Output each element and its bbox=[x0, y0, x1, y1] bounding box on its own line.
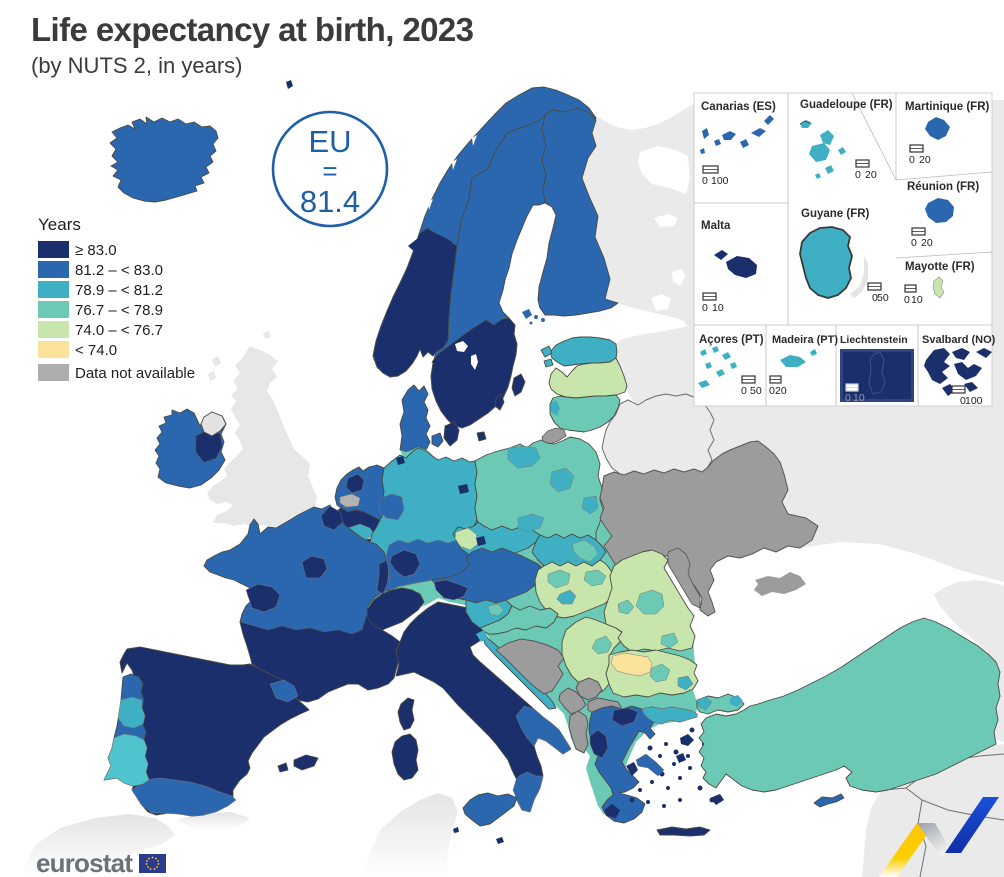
svg-text:Life expectancy at birth, 2023: Life expectancy at birth, 2023 bbox=[31, 11, 474, 48]
svg-text:81.2 – < 83.0: 81.2 – < 83.0 bbox=[75, 262, 163, 279]
svg-text:Data not available: Data not available bbox=[75, 365, 195, 382]
svg-text:< 74.0: < 74.0 bbox=[75, 342, 117, 359]
svg-text:20: 20 bbox=[865, 169, 877, 181]
svg-text:Svalbard (NO): Svalbard (NO) bbox=[922, 334, 996, 346]
svg-text:eurostat: eurostat bbox=[36, 848, 133, 877]
svg-text:0: 0 bbox=[872, 292, 878, 304]
svg-text:74.0 – < 76.7: 74.0 – < 76.7 bbox=[75, 322, 163, 339]
svg-text:100: 100 bbox=[711, 175, 729, 187]
svg-text:0: 0 bbox=[909, 154, 915, 166]
svg-text:Malta: Malta bbox=[701, 220, 731, 232]
svg-text:Açores (PT): Açores (PT) bbox=[699, 334, 764, 346]
svg-text:20: 20 bbox=[775, 385, 787, 397]
svg-text:81.4: 81.4 bbox=[300, 184, 360, 219]
svg-text:=: = bbox=[322, 156, 337, 186]
svg-text:0: 0 bbox=[960, 395, 966, 407]
svg-text:Réunion (FR): Réunion (FR) bbox=[907, 181, 979, 193]
svg-text:EU: EU bbox=[308, 124, 351, 159]
svg-text:0: 0 bbox=[769, 385, 775, 397]
svg-text:Martinique (FR): Martinique (FR) bbox=[905, 101, 989, 113]
svg-text:Madeira (PT): Madeira (PT) bbox=[772, 334, 838, 346]
svg-text:0: 0 bbox=[911, 237, 917, 249]
svg-text:Guadeloupe (FR): Guadeloupe (FR) bbox=[800, 99, 893, 111]
svg-text:50: 50 bbox=[877, 292, 889, 304]
svg-text:50: 50 bbox=[750, 385, 762, 397]
svg-text:≥ 83.0: ≥ 83.0 bbox=[75, 242, 117, 259]
svg-text:0: 0 bbox=[904, 294, 910, 306]
svg-text:Canarias (ES): Canarias (ES) bbox=[701, 101, 776, 113]
svg-text:Mayotte (FR): Mayotte (FR) bbox=[905, 261, 975, 273]
svg-text:0: 0 bbox=[702, 302, 708, 314]
svg-text:78.9 – < 81.2: 78.9 – < 81.2 bbox=[75, 282, 163, 299]
svg-text:20: 20 bbox=[919, 154, 931, 166]
svg-text:Years: Years bbox=[38, 215, 81, 234]
svg-text:10: 10 bbox=[911, 294, 923, 306]
svg-text:Guyane (FR): Guyane (FR) bbox=[801, 208, 870, 220]
svg-text:76.7 – < 78.9: 76.7 – < 78.9 bbox=[75, 302, 163, 319]
svg-text:20: 20 bbox=[921, 237, 933, 249]
svg-text:100: 100 bbox=[965, 395, 983, 407]
svg-text:Liechtenstein: Liechtenstein bbox=[840, 334, 908, 346]
svg-text:0: 0 bbox=[702, 175, 708, 187]
svg-text:10: 10 bbox=[853, 392, 865, 404]
svg-text:0: 0 bbox=[855, 169, 861, 181]
svg-text:10: 10 bbox=[712, 302, 724, 314]
svg-text:0: 0 bbox=[845, 392, 851, 404]
svg-text:(by NUTS 2, in years): (by NUTS 2, in years) bbox=[31, 53, 243, 78]
svg-text:0: 0 bbox=[741, 385, 747, 397]
